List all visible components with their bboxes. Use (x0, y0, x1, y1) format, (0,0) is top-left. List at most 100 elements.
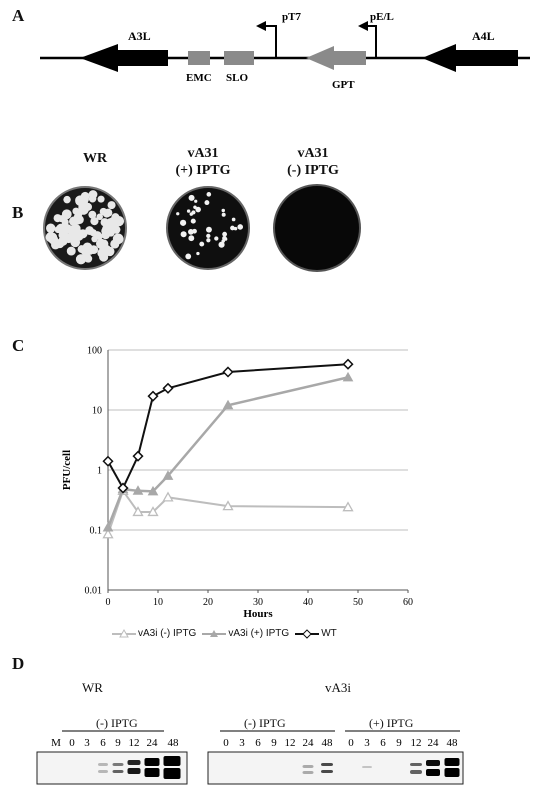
data-point-2-0 (102, 455, 114, 467)
va3i-plus-lane-label: 3 (364, 737, 370, 749)
plate-label-minus-iptg: vA31 (-) IPTG (287, 146, 339, 178)
panel-letter-c: C (12, 336, 25, 355)
slo-label: SLO (226, 72, 248, 84)
blot-band (144, 768, 160, 777)
va3i-minus-lane-label: 12 (285, 737, 296, 749)
plaque-plates (43, 184, 361, 272)
data-point-0-2 (132, 506, 144, 517)
va3i-minus-lane-label: 48 (322, 737, 334, 749)
legend-item-plus: vA3i (+) IPTG (202, 628, 289, 639)
x-tick-label: 30 (253, 597, 263, 608)
emc-box (188, 51, 210, 65)
y-tick-label: 100 (87, 346, 102, 357)
blot-band (302, 765, 314, 768)
blot-band (98, 763, 108, 766)
blot-band (426, 760, 440, 766)
legend-item-minus: vA3i (-) IPTG (112, 628, 196, 639)
x-tick-label: 0 (106, 597, 111, 608)
growth-curve-chart: 0.01 0.1 1 10 100 0 10 20 30 40 50 60 PFU/cell Hour… (61, 346, 413, 621)
data-point-1-0 (102, 521, 114, 532)
va3i-plus-lane-label: 24 (428, 737, 440, 749)
wr-lane-label: 6 (100, 737, 106, 749)
blot-band (426, 769, 440, 776)
a3l-arrow (80, 44, 168, 72)
data-point-2-2 (132, 450, 144, 462)
data-point-2-4 (162, 382, 174, 394)
y-tick-label: 0.1 (90, 526, 103, 537)
plate-wr (43, 186, 127, 270)
data-point-2-1 (117, 482, 129, 494)
a3l-label: A3L (128, 29, 151, 43)
va3i-minus-lane-label: 0 (223, 737, 229, 749)
va3i-plus-lane-label: 9 (396, 737, 402, 749)
chart-legend: vA3i (-) IPTG vA3i (+) IPTG WT (112, 628, 337, 639)
plate-plus-iptg (166, 186, 250, 270)
iptg-plus-label-va3i: (+) IPTG (369, 716, 414, 730)
wr-lane-label: 0 (69, 737, 75, 749)
wr-lane-label: 9 (115, 737, 121, 749)
x-tick-label: 40 (303, 597, 313, 608)
va3i-plus-lane-label: 12 (411, 737, 422, 749)
panel-letter-b: B (12, 203, 24, 222)
plate-label-wr: WR (82, 151, 108, 166)
data-point-1-3 (147, 485, 159, 496)
blot-band (127, 760, 141, 765)
plate-label-plus-iptg: vA31 (+) IPTG (175, 146, 231, 178)
series-line-0 (107, 488, 349, 535)
va3i-minus-lane-label: 6 (255, 737, 261, 749)
blot-band (444, 768, 460, 777)
blot-band (321, 770, 333, 773)
slo-box (224, 51, 254, 65)
va3i-minus-lane-label: 3 (239, 737, 245, 749)
blot-band (112, 770, 124, 773)
blot-band (410, 770, 422, 774)
data-point-1-5 (222, 399, 234, 410)
blot-band (321, 763, 333, 766)
blot-band (98, 770, 108, 773)
blot-box-wr (36, 751, 188, 785)
blot-band (163, 756, 181, 766)
wr-lane-label: M (51, 737, 61, 749)
blot-title-va3i: vA3i (325, 680, 351, 695)
series-line-2 (107, 363, 349, 491)
va3i-plus-lane-label: 0 (348, 737, 354, 749)
blot-band (112, 763, 124, 766)
emc-label: EMC (186, 72, 212, 84)
western-blots: M 0 3 6 9 12 24 48 0 3 6 9 12 24 48 0 3 6 9 12 24 48 (36, 730, 464, 785)
y-tick-label: 10 (92, 406, 102, 417)
a4l-arrow (422, 44, 518, 72)
wr-lane-label: 24 (147, 737, 159, 749)
pt7-label: pT7 (282, 11, 301, 23)
wr-lane-label: 3 (84, 737, 90, 749)
a4l-label: A4L (472, 29, 495, 43)
va3i-plus-lane-label: 48 (447, 737, 459, 749)
y-tick-label: 1 (97, 466, 102, 477)
pel-promoter-arrow (366, 25, 377, 58)
x-tick-label: 60 (403, 597, 413, 608)
y-tick-label: 0.01 (85, 586, 103, 597)
data-point-2-5 (222, 366, 234, 378)
data-point-0-0 (102, 528, 114, 539)
blot-band (410, 763, 422, 766)
data-point-0-3 (147, 506, 159, 517)
va3i-plus-lane-label: 6 (380, 737, 386, 749)
va3i-minus-lane-label: 24 (303, 737, 315, 749)
blot-band (444, 758, 460, 766)
blot-box-va3i (207, 751, 464, 785)
x-tick-label: 50 (353, 597, 363, 608)
pel-label: pE/L (370, 11, 394, 23)
va3i-minus-lane-label: 9 (271, 737, 277, 749)
panel-letter-d: D (12, 654, 25, 673)
iptg-minus-label-wr: (-) IPTG (96, 716, 138, 730)
pt7-promoter-arrow (264, 25, 277, 58)
wr-lane-label: 12 (129, 737, 140, 749)
data-point-0-5 (222, 500, 234, 511)
x-axis-label: Hours (243, 608, 273, 620)
gpt-label: GPT (332, 79, 355, 91)
genome-map-diagram: A3L EMC SLO pT7 GPT pE/L A4L (40, 11, 530, 91)
blot-band (362, 766, 372, 768)
data-point-0-6 (342, 501, 354, 512)
data-point-1-2 (132, 485, 144, 495)
wr-lane-label: 48 (168, 737, 180, 749)
legend-item-wt: WT (295, 628, 337, 639)
